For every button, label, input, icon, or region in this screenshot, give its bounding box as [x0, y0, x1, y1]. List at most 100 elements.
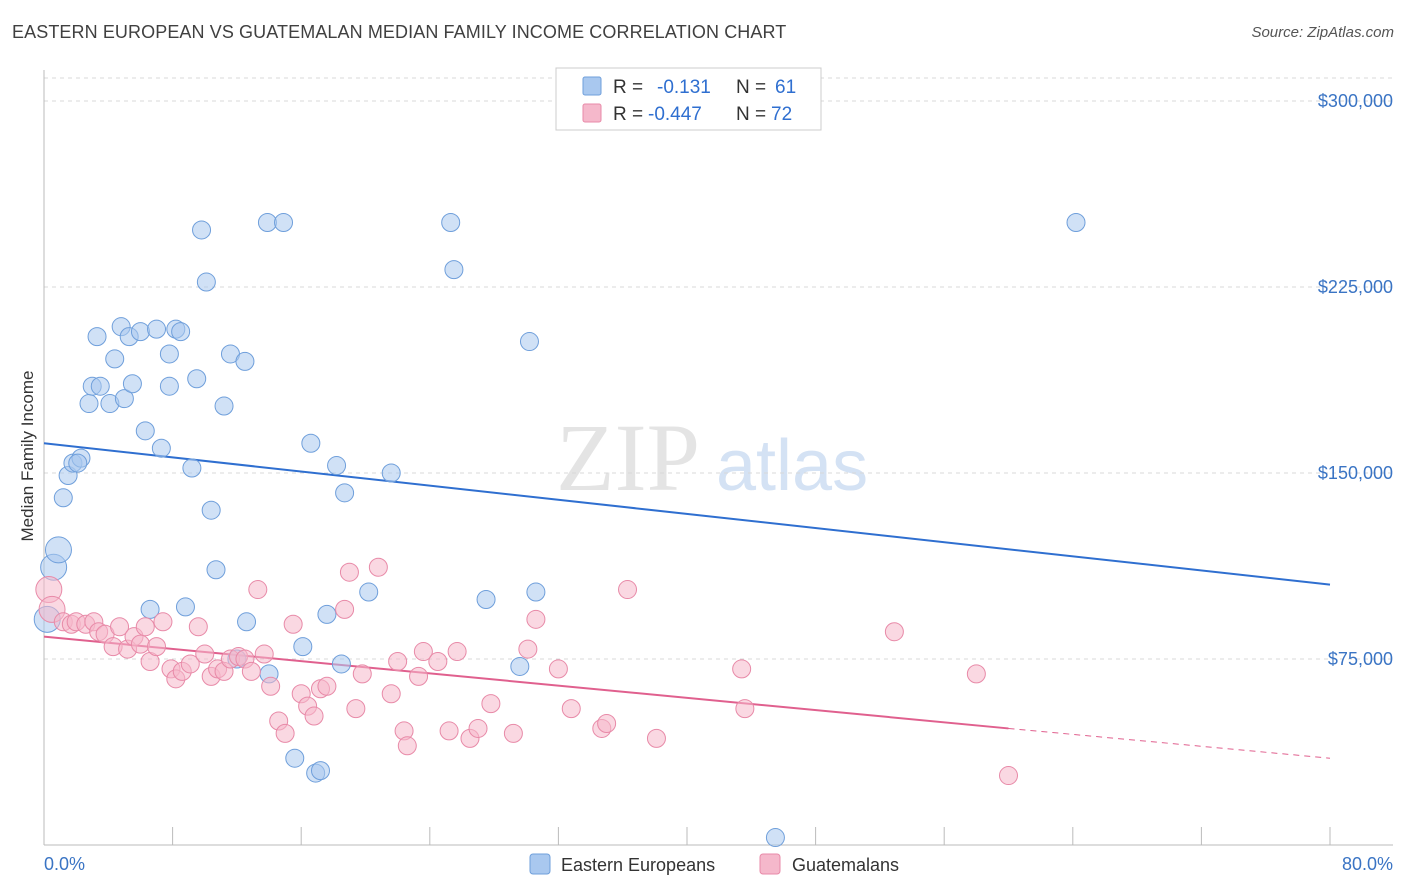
eastern-europeans-point-31: [196, 272, 216, 292]
eastern-europeans-point-34: [214, 396, 234, 416]
eastern-europeans-point-41: [274, 213, 294, 233]
x-tick-label-left: 0.0%: [44, 854, 85, 874]
guatemalans-point-22: [188, 617, 208, 637]
eastern-europeans-point-60: [1066, 213, 1086, 233]
series-guatemalans: [35, 557, 1018, 786]
guatemalans-point-72: [999, 766, 1018, 786]
eastern-europeans-point-46: [310, 761, 330, 781]
eastern-europeans-point-19: [135, 421, 155, 441]
guatemalans-point-61: [526, 609, 546, 629]
guatemalans-point-36: [283, 614, 303, 634]
eastern-europeans-point-32: [201, 500, 221, 520]
guatemalans-point-55: [447, 642, 467, 662]
y-tick-label-3: $300,000: [1318, 91, 1393, 111]
guatemalans-point-32: [254, 644, 274, 664]
guatemalans-point-35: [275, 723, 295, 743]
legend-n-label-pink: N =: [736, 104, 766, 125]
eastern-europeans-point-51: [359, 582, 379, 602]
eastern-europeans-point-21: [147, 319, 167, 339]
eastern-europeans-point-56: [510, 656, 530, 676]
eastern-europeans-point-59: [765, 828, 785, 848]
guatemalans-point-51: [409, 666, 429, 686]
series-eastern-europeans: [33, 213, 1086, 848]
eastern-europeans-point-53: [441, 213, 461, 233]
eastern-europeans-point-2: [44, 536, 72, 564]
guatemalans-point-69: [735, 699, 755, 719]
guatemalans-point-52: [413, 642, 433, 662]
watermark: ZIP atlas: [556, 404, 868, 511]
guatemalans-point-33: [261, 676, 281, 696]
eastern-europeans-point-7: [68, 453, 88, 473]
eastern-europeans-point-27: [175, 597, 195, 617]
y-tick-labels: $75,000 $150,000 $225,000 $300,000: [1318, 91, 1393, 669]
legend-n-value-pink: 72: [771, 104, 792, 125]
eastern-europeans-point-13: [105, 349, 125, 369]
eastern-europeans-point-29: [187, 369, 207, 389]
series-legend-swatch-pink: [759, 853, 781, 875]
guatemalans-point-54: [439, 721, 459, 741]
legend-r-label-pink: R =: [613, 104, 643, 125]
guatemalans-point-62: [548, 659, 568, 679]
guatemalans-point-66: [618, 580, 638, 600]
guatemalans-point-58: [481, 694, 501, 714]
guatemalans-point-47: [381, 684, 401, 704]
legend-n-label-blue: N =: [736, 77, 766, 98]
eastern-europeans-point-55: [476, 589, 496, 609]
guatemalans-point-21: [180, 654, 200, 674]
eastern-europeans-point-48: [327, 456, 347, 476]
y-tick-label-2: $225,000: [1318, 277, 1393, 297]
guatemalans-point-14: [135, 617, 155, 637]
guatemalans-point-17: [153, 612, 173, 632]
eastern-europeans-point-49: [331, 654, 351, 674]
eastern-europeans-point-24: [159, 376, 179, 396]
guatemalans-point-23: [195, 644, 215, 664]
eastern-europeans-point-30: [192, 220, 212, 240]
guatemalans-point-57: [468, 718, 488, 738]
guatemalans-point-70: [884, 622, 904, 642]
eastern-europeans-point-47: [317, 604, 337, 624]
eastern-europeans-point-44: [301, 433, 321, 453]
guatemalans-point-39: [304, 706, 324, 726]
eastern-europeans-point-3: [53, 488, 73, 508]
y-tick-label-0: $75,000: [1328, 649, 1393, 669]
watermark-zip: ZIP: [556, 404, 700, 511]
guatemalans-point-44: [346, 699, 366, 719]
y-axis-title: Median Family Income: [18, 370, 37, 541]
guatemalans-point-50: [397, 736, 417, 756]
legend-n-value-blue: 61: [775, 77, 796, 98]
eastern-europeans-point-38: [237, 612, 257, 632]
eastern-europeans-point-17: [122, 374, 142, 394]
guatemalans-point-45: [352, 664, 372, 684]
guatemalans-point-65: [597, 713, 617, 733]
eastern-europeans-point-54: [444, 260, 464, 280]
guatemalans-point-59: [503, 723, 523, 743]
eastern-europeans-point-11: [90, 376, 110, 396]
guatemalans-point-63: [561, 699, 581, 719]
eastern-europeans-point-20: [140, 599, 160, 619]
axes: [43, 70, 1393, 846]
guatemalans-point-30: [241, 661, 261, 681]
guatemalans-point-53: [428, 651, 448, 671]
series-legend-swatch-blue: [529, 853, 551, 875]
legend-r-label-blue: R =: [613, 77, 643, 98]
legend-swatch-pink: [582, 103, 602, 123]
trend-line-guatemalans-extension: [1008, 727, 1331, 759]
eastern-europeans-point-15: [114, 389, 134, 409]
correlation-legend: R = -0.131 N = 61 R = -0.447 N = 72: [555, 67, 822, 131]
guatemalans-point-71: [966, 664, 986, 684]
eastern-europeans-point-8: [79, 394, 99, 414]
eastern-europeans-point-18: [130, 322, 150, 342]
legend-r-value-pink: -0.447: [648, 104, 702, 125]
eastern-europeans-point-33: [206, 560, 226, 580]
eastern-europeans-point-10: [87, 327, 107, 347]
guatemalans-point-10: [110, 617, 130, 637]
guatemalans-point-41: [317, 676, 337, 696]
legend-swatch-blue: [582, 76, 602, 96]
eastern-europeans-point-23: [159, 344, 179, 364]
eastern-europeans-point-26: [171, 322, 191, 342]
y-tick-label-1: $150,000: [1318, 463, 1393, 483]
eastern-europeans-point-57: [519, 332, 539, 352]
eastern-europeans-point-22: [151, 438, 171, 458]
chart-source: Source: ZipAtlas.com: [1251, 24, 1394, 41]
